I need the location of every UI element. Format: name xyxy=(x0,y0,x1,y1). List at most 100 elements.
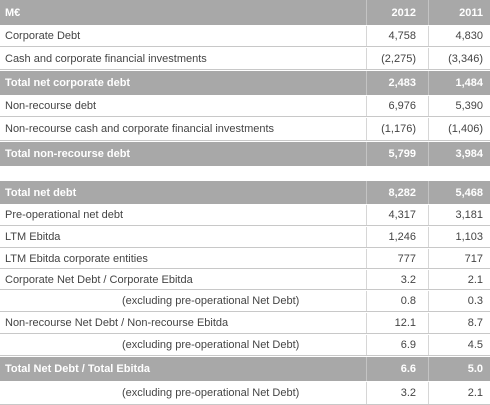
row-label: Total net debt xyxy=(5,186,77,199)
table-row: LTM Ebitda 1,246 1,103 xyxy=(0,227,490,248)
value-cell: 5,799 xyxy=(388,148,416,160)
column-divider xyxy=(428,291,429,311)
column-divider xyxy=(428,142,429,166)
row-label: LTM Ebitda xyxy=(5,231,61,243)
column-divider xyxy=(366,357,367,381)
column-divider xyxy=(428,26,429,46)
value-cell: 3,984 xyxy=(455,148,483,160)
column-divider xyxy=(428,0,429,25)
row-label: Total non-recourse debt xyxy=(5,148,131,160)
column-divider xyxy=(428,71,429,95)
value-cell: 2.1 xyxy=(467,387,483,399)
row-label: Non-recourse debt xyxy=(5,100,97,112)
value-cell: 5,468 xyxy=(455,186,483,199)
value-cell: 12.1 xyxy=(394,317,416,329)
row-label: Cash and corporate financial investments xyxy=(5,52,207,65)
value-cell: 4,317 xyxy=(388,209,416,221)
column-divider xyxy=(428,96,429,116)
column-divider xyxy=(366,270,367,289)
value-cell: 2011 xyxy=(459,6,483,19)
column-divider xyxy=(428,205,429,225)
table-row: Non-recourse debt 6,976 5,390 xyxy=(0,96,490,117)
column-divider xyxy=(366,96,367,116)
column-divider xyxy=(428,382,429,404)
column-divider xyxy=(366,205,367,225)
value-cell: 0.3 xyxy=(467,295,483,307)
value-cell: 8.7 xyxy=(467,317,483,329)
value-cell: (1,406) xyxy=(448,123,483,135)
column-divider xyxy=(366,291,367,311)
table-row: Cash and corporate financial investments… xyxy=(0,48,490,70)
column-divider xyxy=(428,227,429,247)
column-divider xyxy=(428,313,429,333)
table-row: (excluding pre-operational Net Debt) 6.9 4… xyxy=(0,335,490,356)
value-cell: 4,758 xyxy=(388,30,416,42)
value-cell: 6,976 xyxy=(388,100,416,112)
value-cell: 4.5 xyxy=(467,339,483,351)
row-label: (excluding pre-operational Net Debt) xyxy=(122,339,300,351)
column-divider xyxy=(428,335,429,355)
value-cell: 6.6 xyxy=(400,363,416,375)
value-cell: 1,246 xyxy=(388,231,416,243)
table-row: Total non-recourse debt 5,799 3,984 xyxy=(0,142,490,166)
header-row: M€ 2012 2011 xyxy=(0,0,490,25)
column-divider xyxy=(428,357,429,381)
column-divider xyxy=(428,270,429,289)
column-divider xyxy=(428,48,429,69)
value-cell: (3,346) xyxy=(448,52,483,65)
column-divider xyxy=(366,227,367,247)
row-label: Corporate Net Debt / Corporate Ebitda xyxy=(5,273,193,286)
value-cell: 4,830 xyxy=(455,30,483,42)
value-cell: 777 xyxy=(397,252,416,265)
value-cell: (1,176) xyxy=(381,123,416,135)
row-label: (excluding pre-operational Net Debt) xyxy=(122,295,300,307)
value-cell: 5,390 xyxy=(455,100,483,112)
value-cell: 6.9 xyxy=(400,339,416,351)
value-cell: 0.8 xyxy=(400,295,416,307)
row-label: Total Net Debt / Total Ebitda xyxy=(5,363,151,375)
value-cell: 2.1 xyxy=(467,273,483,286)
row-label: (excluding pre-operational Net Debt) xyxy=(122,387,300,399)
column-divider xyxy=(366,335,367,355)
value-cell: 8,282 xyxy=(388,186,416,199)
table-row: LTM Ebitda corporate entities 777 717 xyxy=(0,249,490,269)
table-row: Non-recourse Net Debt / Non-recourse Ebi… xyxy=(0,313,490,334)
column-divider xyxy=(428,249,429,268)
column-divider xyxy=(366,48,367,69)
value-cell: 3.2 xyxy=(400,273,416,286)
value-cell: 5.0 xyxy=(467,363,483,375)
column-divider xyxy=(366,181,367,204)
value-cell: 2,483 xyxy=(388,77,416,89)
column-divider xyxy=(366,313,367,333)
table-row: (excluding pre-operational Net Debt) 3.2 2… xyxy=(0,382,490,405)
table-row: Corporate Net Debt / Corporate Ebitda 3.2… xyxy=(0,270,490,290)
table-row: Corporate Debt 4,758 4,830 xyxy=(0,26,490,47)
row-label: Corporate Debt xyxy=(5,30,81,42)
column-divider xyxy=(366,382,367,404)
value-cell: 717 xyxy=(464,252,483,265)
table-row: Total Net Debt / Total Ebitda 6.6 5.0 xyxy=(0,357,490,381)
row-label: Pre-operational net debt xyxy=(5,209,124,221)
row-label: M€ xyxy=(5,6,21,19)
row-label: Non-recourse cash and corporate financia… xyxy=(5,123,275,135)
value-cell: 2012 xyxy=(391,6,416,19)
column-divider xyxy=(366,71,367,95)
column-divider xyxy=(366,26,367,46)
value-cell: (2,275) xyxy=(381,52,416,65)
value-cell: 1,103 xyxy=(455,231,483,243)
column-divider xyxy=(366,118,367,140)
column-divider xyxy=(428,118,429,140)
column-divider xyxy=(366,0,367,25)
table-row: Pre-operational net debt 4,317 3,181 xyxy=(0,205,490,226)
column-divider xyxy=(428,181,429,204)
value-cell: 1,484 xyxy=(455,77,483,89)
table-row: Total net debt 8,282 5,468 xyxy=(0,181,490,204)
table-row: Non-recourse cash and corporate financia… xyxy=(0,118,490,141)
row-label: Non-recourse Net Debt / Non-recourse Ebi… xyxy=(5,317,229,329)
column-divider xyxy=(366,142,367,166)
value-cell: 3.2 xyxy=(400,387,416,399)
value-cell: 3,181 xyxy=(455,209,483,221)
table-row: (excluding pre-operational Net Debt) 0.8 0… xyxy=(0,291,490,312)
column-divider xyxy=(366,249,367,268)
